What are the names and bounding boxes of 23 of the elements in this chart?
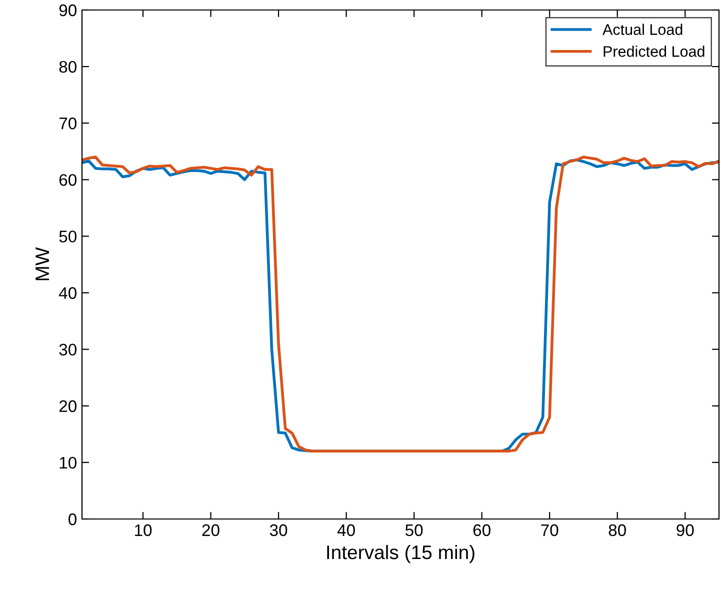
y-tick-label: 60 [59, 174, 76, 186]
x-tick-label: 20 [202, 524, 220, 536]
x-tick-label: 70 [541, 524, 558, 536]
y-tick-label: 10 [60, 456, 76, 469]
x-tick-label: 30 [270, 524, 288, 536]
y-tick-label: 50 [59, 230, 76, 242]
y-tick-label: 40 [58, 287, 76, 299]
x-tick-label: 50 [405, 524, 423, 536]
legend-label: Predicted Load [604, 46, 704, 57]
x-tick-label: 10 [134, 524, 152, 536]
y-tick-label: 30 [59, 344, 76, 356]
legend-label: Actual Load [602, 24, 682, 35]
x-tick-label: 80 [608, 524, 626, 536]
x-tick-label: 90 [676, 524, 694, 536]
x-tick-label: 60 [473, 524, 490, 536]
y-tick-label: 90 [59, 4, 76, 16]
y-tick-label: 70 [59, 118, 76, 130]
y-tick-label: 80 [59, 60, 76, 73]
y-tick-label: 20 [59, 400, 76, 412]
y-axis-title: MW [36, 247, 50, 280]
x-tick-label: 40 [337, 524, 355, 536]
y-tick-label: 0 [68, 513, 76, 526]
x-axis-title: Intervals (15 min) [327, 544, 474, 564]
